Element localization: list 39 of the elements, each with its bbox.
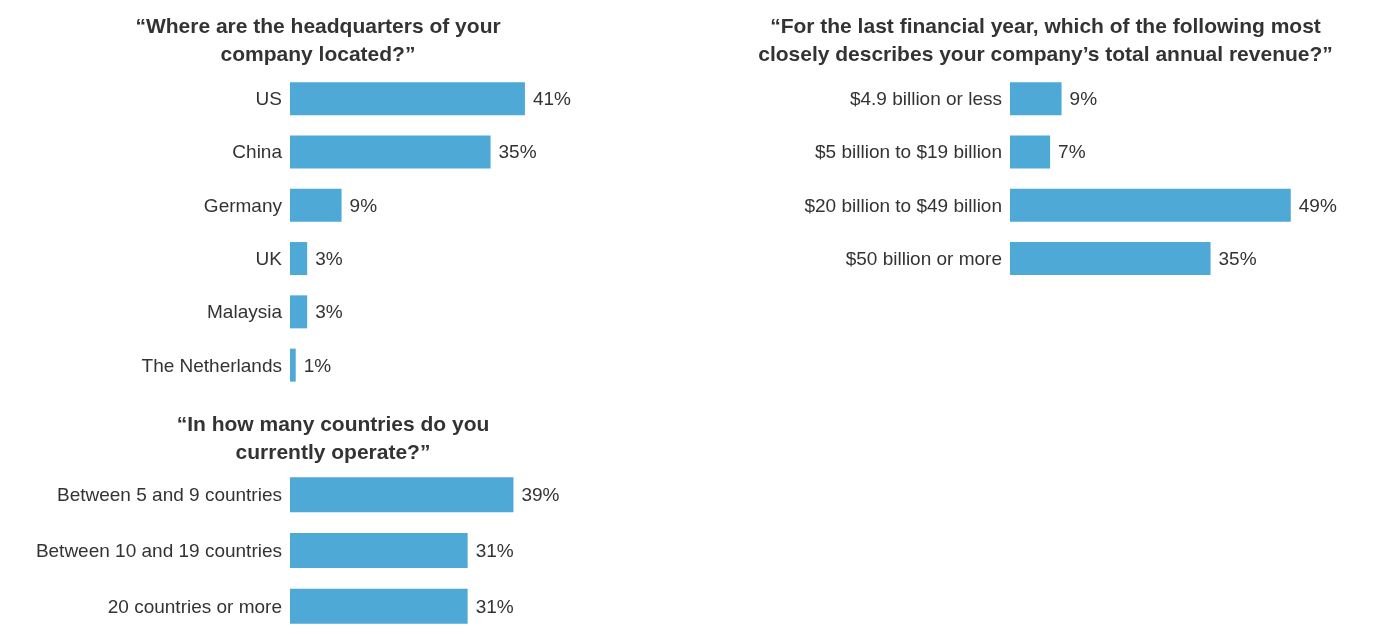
y-tick-label: 20 countries or more bbox=[107, 595, 282, 617]
data-label: 9% bbox=[349, 194, 378, 216]
bar bbox=[290, 188, 342, 222]
bar bbox=[290, 82, 525, 116]
bar bbox=[1010, 135, 1051, 169]
data-label: 3% bbox=[315, 248, 343, 270]
bar bbox=[290, 242, 308, 276]
data-label: 31% bbox=[475, 540, 514, 561]
data-label: 9% bbox=[1069, 88, 1098, 110]
y-tick-label: Between 5 and 9 countries bbox=[57, 484, 282, 506]
data-label: 41% bbox=[532, 88, 572, 110]
data-label: 1% bbox=[303, 354, 332, 376]
data-label: 35% bbox=[1218, 248, 1257, 270]
y-tick-label: $50 billion or more bbox=[845, 248, 1002, 270]
chart-title: “For the last financial year, which of the following most closely describes your company’s total annual revenue?” bbox=[758, 13, 1333, 65]
bar bbox=[1010, 82, 1062, 116]
y-tick-label: $20 billion to $49 billion bbox=[804, 194, 1002, 216]
data-label: 35% bbox=[498, 141, 537, 163]
bar bbox=[290, 348, 296, 382]
y-tick-label: Between 10 and 19 countries bbox=[35, 540, 282, 561]
bar bbox=[1010, 188, 1291, 222]
chart-title: “In how many countries do you currently operate?” bbox=[176, 411, 490, 463]
data-label: 3% bbox=[315, 301, 343, 323]
y-tick-label: China bbox=[232, 141, 283, 163]
data-label: 49% bbox=[1298, 194, 1337, 216]
y-tick-label: Germany bbox=[203, 194, 283, 216]
y-tick-label: Malaysia bbox=[207, 301, 283, 323]
data-label: 7% bbox=[1058, 141, 1086, 163]
y-tick-label: $4.9 billion or less bbox=[849, 88, 1002, 110]
data-label: 31% bbox=[475, 595, 514, 617]
chart-title: “Where are the headquarters of your company located?” bbox=[135, 13, 501, 65]
y-tick-label: The Netherlands bbox=[141, 354, 282, 376]
bar bbox=[290, 135, 491, 169]
bar bbox=[290, 295, 308, 329]
bar bbox=[1010, 242, 1211, 276]
data-label: 39% bbox=[521, 484, 560, 506]
y-tick-label: UK bbox=[255, 248, 283, 270]
y-tick-label: US bbox=[255, 88, 282, 110]
y-tick-label: $5 billion to $19 billion bbox=[815, 141, 1002, 163]
